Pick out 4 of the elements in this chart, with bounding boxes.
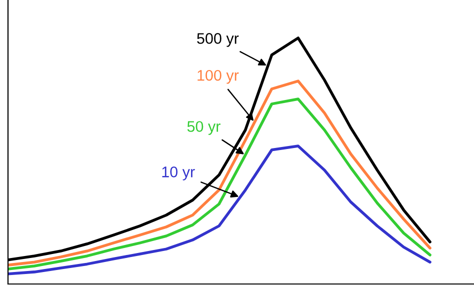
text: 500 yr	[197, 33, 239, 47]
legend-label: 100 yr	[198, 70, 239, 84]
text: 50 yr	[187, 121, 220, 135]
text: 10 yr	[162, 166, 195, 180]
